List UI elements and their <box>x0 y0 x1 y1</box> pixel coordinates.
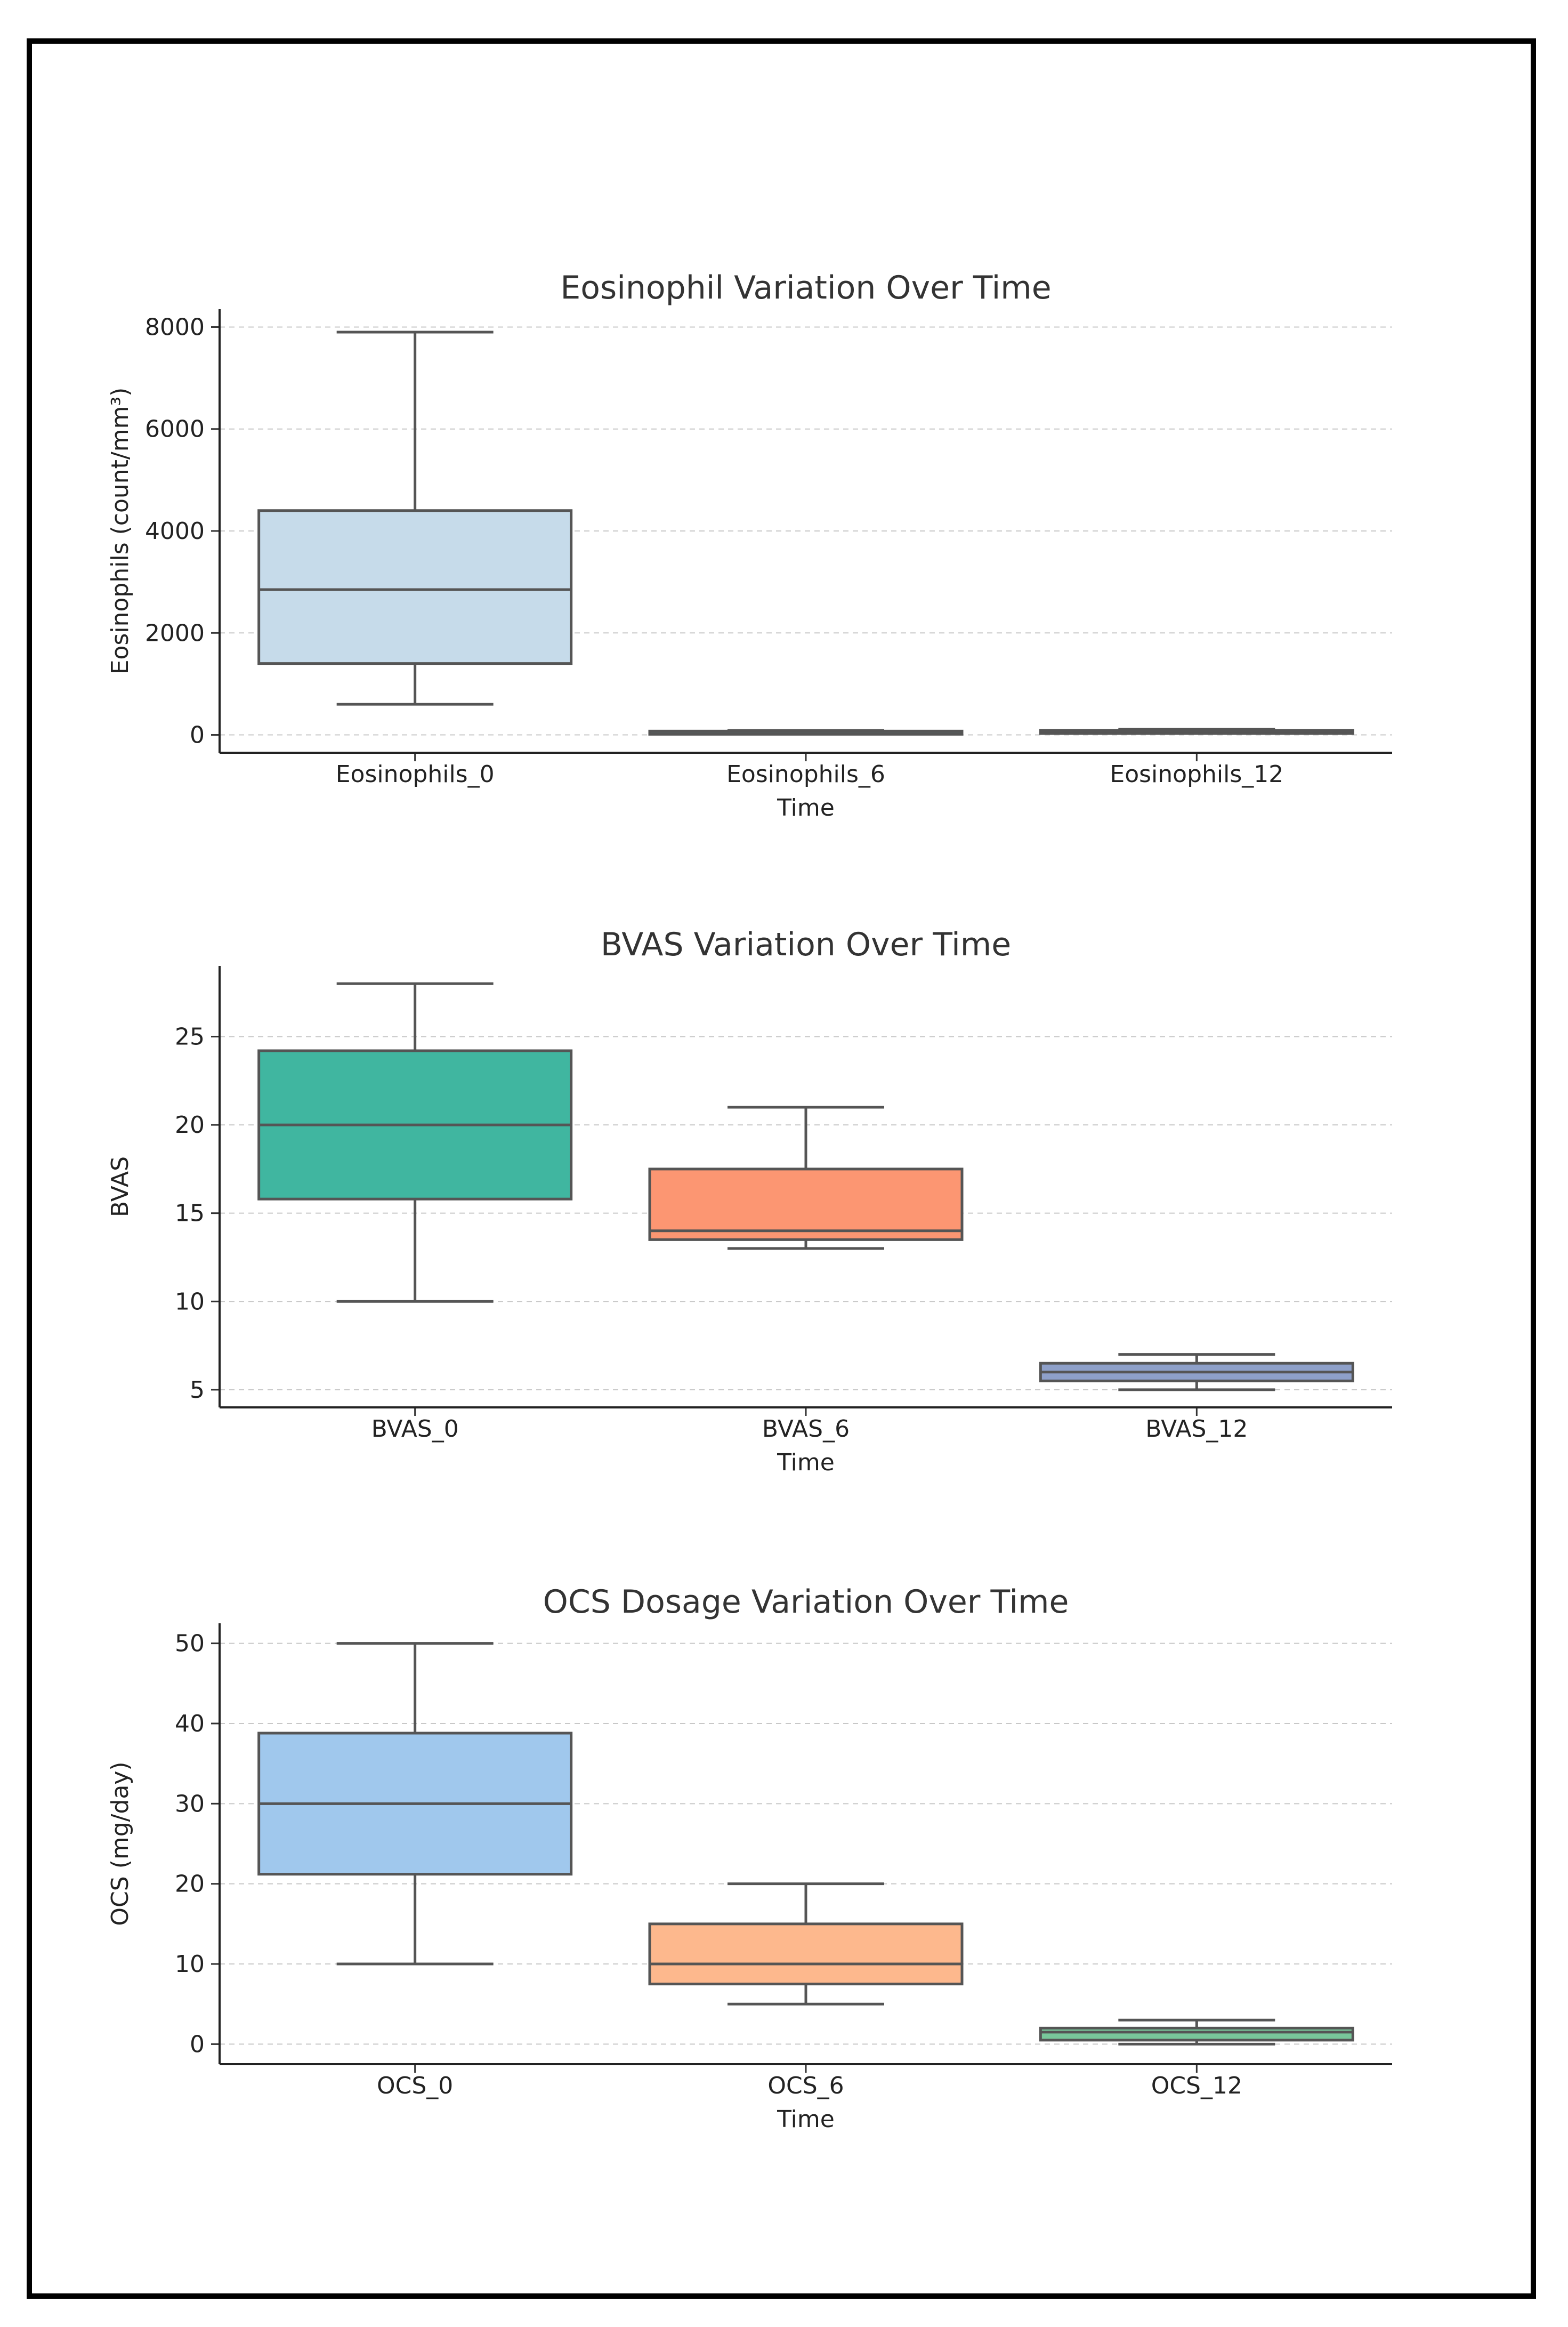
chart-title: OCS Dosage Variation Over Time <box>543 1583 1069 1621</box>
x-axis-label: Time <box>777 794 835 822</box>
y-tick-label: 15 <box>175 1200 205 1227</box>
x-tick-label: BVAS_6 <box>762 1415 850 1443</box>
y-tick-label: 0 <box>190 2031 205 2058</box>
figure-border <box>27 38 1536 2299</box>
bvas-chart: BVAS Variation Over Time Time BVAS 5 10 15… <box>107 926 1392 1476</box>
y-tick-label: 20 <box>175 1871 205 1898</box>
y-tick-label: 6000 <box>145 416 205 443</box>
y-tick-label: 25 <box>175 1023 205 1050</box>
box-Eosinophils_0 <box>257 331 573 706</box>
x-tick-label: OCS_6 <box>767 2072 844 2099</box>
box-body <box>648 1922 964 1986</box>
y-tick-label: 10 <box>175 1288 205 1315</box>
x-tick-label: Eosinophils_12 <box>1110 761 1283 788</box>
box-body <box>1039 2026 1354 2042</box>
y-axis-label: BVAS <box>107 1156 134 1217</box>
chart-title: BVAS Variation Over Time <box>601 926 1011 963</box>
y-axis-label: Eosinophils (count/mm³) <box>107 388 134 675</box>
eosinophil-chart: Eosinophil Variation Over Time Time Eosi… <box>107 269 1392 822</box>
x-tick-label: BVAS_12 <box>1145 1415 1248 1443</box>
box-BVAS_6 <box>648 1106 964 1250</box>
x-tick-label: OCS_0 <box>377 2072 453 2099</box>
x-tick-label: BVAS_0 <box>371 1415 459 1443</box>
x-tick-label: OCS_12 <box>1151 2072 1242 2099</box>
y-tick-label: 50 <box>175 1630 205 1657</box>
x-axis-label: Time <box>777 2106 835 2133</box>
y-tick-label: 10 <box>175 1951 205 1978</box>
y-tick-label: 8000 <box>145 313 205 341</box>
y-tick-label: 20 <box>175 1112 205 1139</box>
box-body <box>648 1167 964 1241</box>
y-tick-label: 0 <box>190 722 205 749</box>
box-OCS_12 <box>1039 2018 1354 2046</box>
chart-title: Eosinophil Variation Over Time <box>560 269 1051 307</box>
x-tick-label: Eosinophils_0 <box>336 761 495 788</box>
y-axis-label: OCS (mg/day) <box>107 1761 134 1926</box>
y-tick-label: 5 <box>190 1376 205 1404</box>
ocs-chart: OCS Dosage Variation Over Time Time OCS … <box>107 1583 1392 2133</box>
x-tick-label: Eosinophils_6 <box>726 761 885 788</box>
x-axis-label: Time <box>777 1449 835 1476</box>
y-tick-label: 40 <box>175 1710 205 1737</box>
box-OCS_6 <box>648 1882 964 2006</box>
box-body <box>257 509 573 665</box>
y-tick-label: 4000 <box>145 518 205 545</box>
box-BVAS_0 <box>257 982 573 1303</box>
box-OCS_0 <box>257 1642 573 1966</box>
box-Eosinophils_6 <box>648 729 964 736</box>
y-tick-label: 2000 <box>145 619 205 647</box>
box-Eosinophils_12 <box>1039 728 1354 735</box>
y-tick-label: 30 <box>175 1790 205 1817</box>
box-BVAS_12 <box>1039 1353 1354 1391</box>
